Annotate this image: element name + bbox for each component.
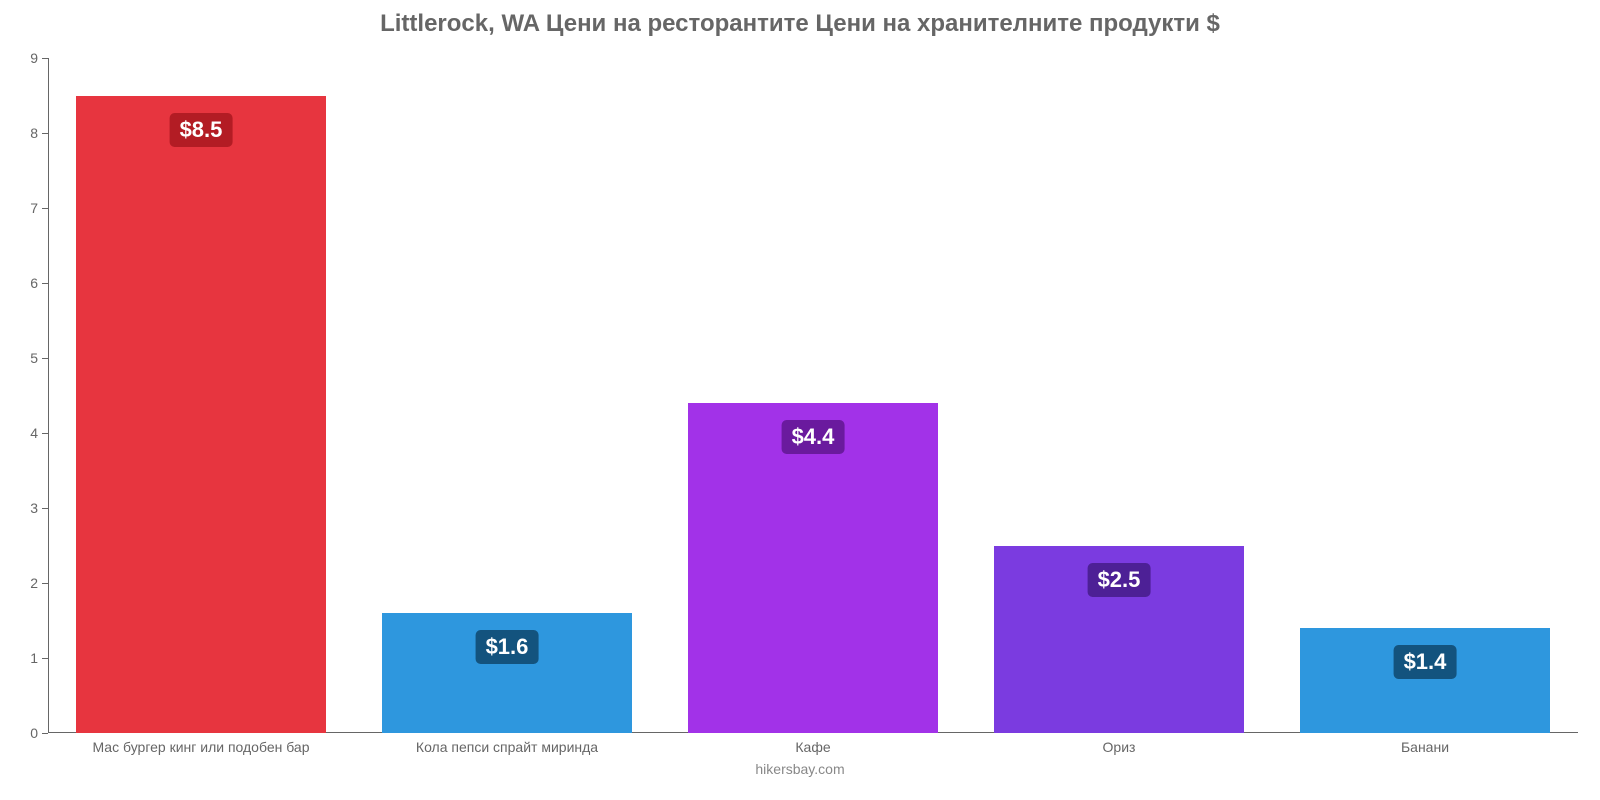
y-tick-mark: [42, 358, 48, 359]
bar-value-label: $4.4: [782, 420, 845, 454]
y-tick-label: 0: [8, 725, 38, 741]
y-tick-label: 9: [8, 50, 38, 66]
y-tick-mark: [42, 733, 48, 734]
y-tick-label: 1: [8, 650, 38, 666]
x-category-label: Ориз: [1103, 739, 1136, 755]
y-tick-mark: [42, 58, 48, 59]
y-tick-mark: [42, 433, 48, 434]
x-category-label: Кола пепси спрайт миринда: [416, 739, 598, 755]
chart-title: Littlerock, WA Цени на ресторантите Цени…: [0, 0, 1600, 38]
x-category-label: Мас бургер кинг или подобен бар: [92, 739, 309, 755]
y-tick-label: 8: [8, 125, 38, 141]
y-tick-mark: [42, 133, 48, 134]
y-tick-label: 3: [8, 500, 38, 516]
y-tick-mark: [42, 208, 48, 209]
bar: $2.5: [994, 546, 1245, 734]
bar: $4.4: [688, 403, 939, 733]
bar: $1.4: [1300, 628, 1551, 733]
y-tick-label: 5: [8, 350, 38, 366]
bar-value-label: $1.4: [1394, 645, 1457, 679]
x-category-label: Банани: [1401, 739, 1449, 755]
y-tick-label: 6: [8, 275, 38, 291]
x-category-label: Кафе: [795, 739, 830, 755]
bar: $8.5: [76, 96, 327, 734]
bar: $1.6: [382, 613, 633, 733]
y-tick-label: 2: [8, 575, 38, 591]
bars-container: $8.5 $1.6 $4.4 $2.5 $1.4: [48, 58, 1578, 733]
chart-credit: hikersbay.com: [755, 761, 844, 777]
y-tick-mark: [42, 583, 48, 584]
y-tick-mark: [42, 658, 48, 659]
price-bar-chart: Littlerock, WA Цени на ресторантите Цени…: [0, 0, 1600, 800]
bar-value-label: $8.5: [170, 113, 233, 147]
bar-value-label: $1.6: [476, 630, 539, 664]
y-tick-mark: [42, 283, 48, 284]
y-tick-label: 4: [8, 425, 38, 441]
y-tick-label: 7: [8, 200, 38, 216]
plot-area: $8.5$1.6$4.4$2.5$1.4 0123456789Мас бурге…: [48, 58, 1578, 733]
y-tick-mark: [42, 508, 48, 509]
bar-value-label: $2.5: [1088, 563, 1151, 597]
